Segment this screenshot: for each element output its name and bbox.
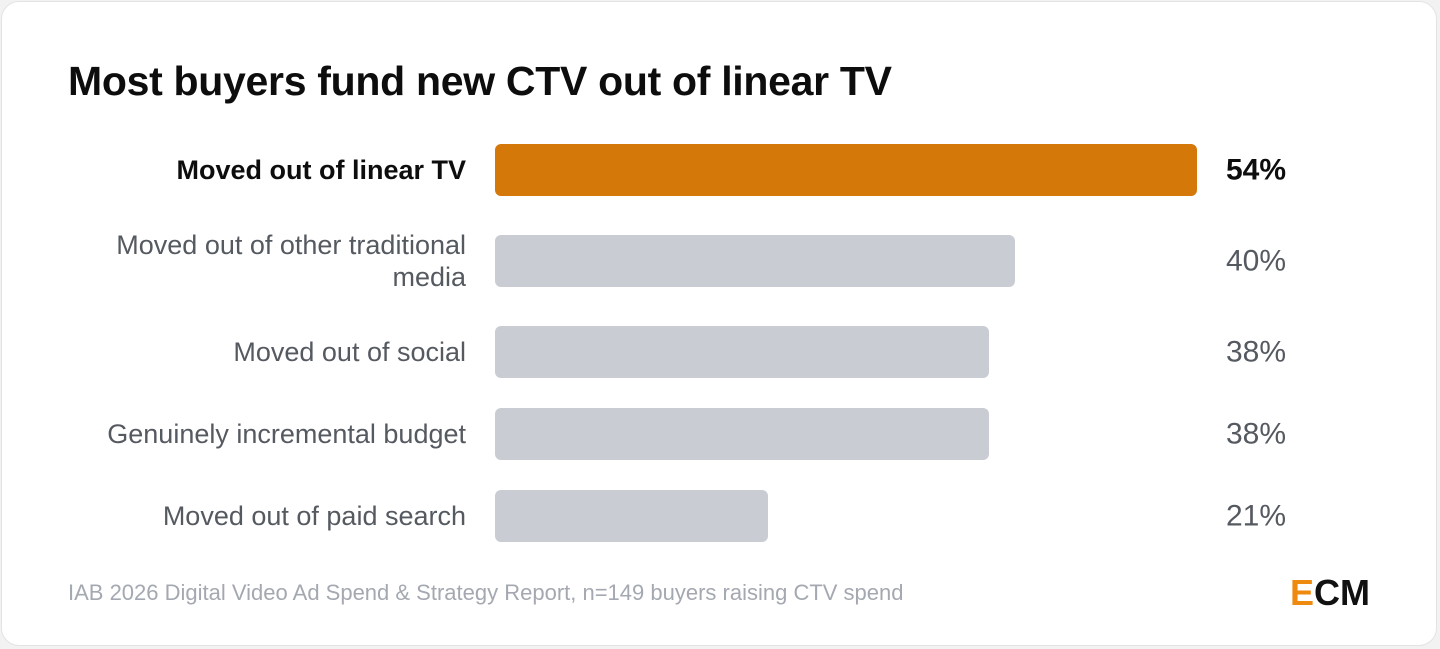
- category-label-4: Moved out of paid search: [163, 501, 466, 531]
- category-label-line: Genuinely incremental budget: [107, 419, 466, 449]
- category-label-line: Moved out of other traditional: [116, 230, 466, 260]
- value-label-4: 21%: [1226, 500, 1286, 533]
- category-label-line: Moved out of linear TV: [176, 155, 466, 185]
- bar-2: [495, 326, 989, 378]
- bar-1: [495, 235, 1015, 287]
- category-label-2: Moved out of social: [233, 337, 466, 367]
- category-label-line: Moved out of social: [233, 337, 466, 367]
- logo-letters-cm: CM: [1314, 572, 1371, 613]
- bar-0: [495, 144, 1197, 196]
- category-label-line: media: [392, 262, 467, 292]
- value-label-2: 38%: [1226, 336, 1286, 369]
- category-label-1: Moved out of other traditional media: [116, 230, 467, 292]
- value-label-1: 40%: [1226, 245, 1286, 278]
- chart-title: Most buyers fund new CTV out of linear T…: [68, 58, 892, 104]
- category-label-line: Moved out of paid search: [163, 501, 466, 531]
- ecm-logo: ECM: [1290, 572, 1370, 614]
- logo-letter-e: E: [1290, 572, 1315, 613]
- category-label-0: Moved out of linear TV: [176, 155, 466, 185]
- source-note: IAB 2026 Digital Video Ad Spend & Strate…: [68, 580, 904, 605]
- value-label-0: 54%: [1226, 154, 1286, 187]
- bar-4: [495, 490, 768, 542]
- category-label-3: Genuinely incremental budget: [107, 419, 466, 449]
- value-label-3: 38%: [1226, 418, 1286, 451]
- bar-3: [495, 408, 989, 460]
